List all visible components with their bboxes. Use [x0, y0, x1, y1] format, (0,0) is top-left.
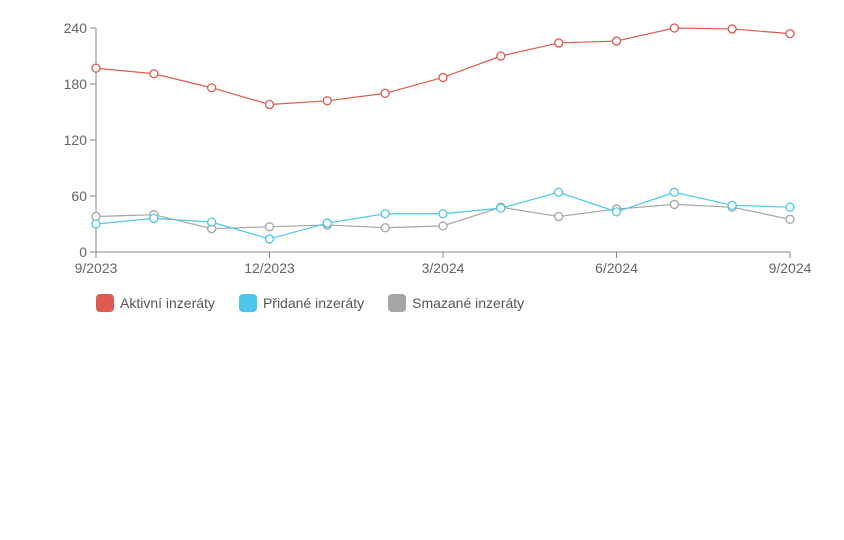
legend-label: Aktivní inzeráty — [120, 295, 215, 311]
x-tick-label: 3/2024 — [422, 260, 465, 276]
data-point — [264, 222, 275, 232]
y-tick-label: 120 — [64, 132, 88, 148]
data-point — [785, 28, 795, 39]
x-tick-label: 9/2024 — [769, 260, 812, 276]
legend-item-pridane[interactable]: Přidané inzeráty — [238, 294, 365, 312]
data-point — [91, 219, 101, 229]
data-point — [496, 203, 506, 213]
data-point — [438, 209, 448, 219]
data-point — [264, 234, 275, 244]
data-point — [554, 211, 564, 222]
legend-item-smazane[interactable]: Smazané inzeráty — [388, 294, 524, 312]
data-point — [380, 209, 390, 219]
y-tick-label: 180 — [64, 76, 88, 92]
data-point — [438, 72, 448, 83]
data-point — [727, 200, 737, 210]
y-tick-label: 240 — [64, 20, 88, 36]
legend-swatch — [96, 294, 114, 312]
legend-item-aktivni[interactable]: Aktivní inzeráty — [96, 294, 215, 312]
x-axis-ticks: 9/2023 12/2023 3/2024 6/2024 9/2024 — [75, 252, 812, 276]
series-2 — [91, 187, 795, 244]
data-point — [669, 199, 679, 210]
data-point — [611, 36, 622, 46]
data-point — [438, 221, 448, 231]
data-point — [149, 69, 159, 79]
y-tick-label: 60 — [71, 188, 87, 204]
data-point — [91, 211, 101, 222]
y-tick-label: 0 — [79, 244, 87, 260]
data-point — [727, 24, 737, 34]
data-point — [496, 51, 506, 61]
x-tick-label: 12/2023 — [244, 260, 295, 276]
legend-label: Přidané inzeráty — [262, 295, 365, 311]
data-point — [322, 96, 332, 106]
legend-swatch — [238, 294, 257, 312]
legend-swatch — [388, 294, 407, 312]
series-1 — [91, 23, 795, 110]
series-layer — [91, 23, 795, 244]
data-point — [669, 187, 679, 197]
data-point — [554, 38, 564, 48]
data-point — [207, 83, 217, 93]
x-tick-label: 6/2024 — [595, 260, 638, 276]
data-point — [207, 217, 217, 227]
data-point — [322, 218, 332, 228]
series-line — [95, 27, 791, 106]
data-point — [611, 207, 622, 217]
legend-label: Smazané inzeráty — [412, 295, 525, 311]
data-point — [669, 23, 679, 33]
data-point — [554, 187, 564, 197]
data-point — [380, 223, 390, 233]
legend: Aktivní inzeráty Přidané inzeráty Smazan… — [96, 294, 524, 312]
data-point — [149, 213, 159, 224]
data-point — [380, 88, 390, 98]
data-point — [91, 63, 101, 73]
x-tick-label: 9/2023 — [75, 260, 118, 276]
data-point — [785, 214, 795, 224]
y-axis-ticks: 0 60 120 180 240 — [64, 20, 96, 260]
data-point — [264, 99, 275, 110]
data-point — [785, 202, 795, 212]
